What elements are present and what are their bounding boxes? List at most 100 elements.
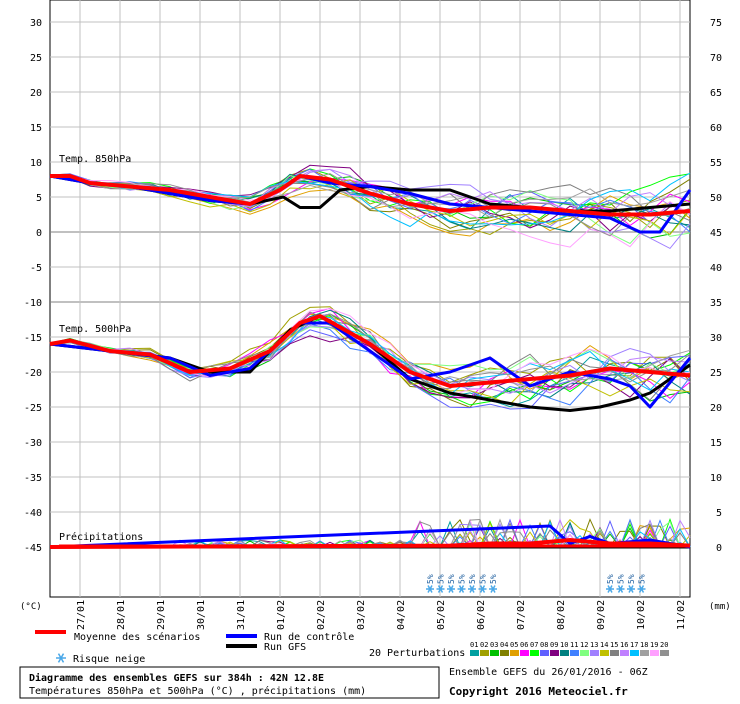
perturbation-swatch <box>600 650 609 656</box>
x-tick-label: 05/02 <box>436 600 447 630</box>
left-tick-label: 25 <box>30 53 42 64</box>
perturbation-number: 20 <box>660 641 668 649</box>
snow-risk-label: 5% <box>426 574 435 584</box>
perturbation-swatch <box>640 650 649 656</box>
right-tick-label: 0 <box>716 543 722 554</box>
perturbation-line <box>49 313 691 390</box>
right-tick-label: 45 <box>710 228 722 239</box>
left-tick-label: -25 <box>24 403 42 414</box>
x-tick-label: 11/02 <box>676 600 687 630</box>
perturbation-swatch <box>530 650 539 656</box>
perturbation-number: 04 <box>500 641 508 649</box>
perturbation-number: 03 <box>490 641 498 649</box>
right-tick-label: 60 <box>710 123 722 134</box>
x-tick-label: 04/02 <box>396 600 407 630</box>
series-t850-0 <box>50 174 691 217</box>
right-tick-label: 30 <box>710 333 722 344</box>
perturbation-swatch <box>570 650 579 656</box>
x-tick-label: 31/01 <box>236 600 247 630</box>
snow-risk-label: 5% <box>617 574 626 584</box>
right-tick-label: 25 <box>710 368 722 379</box>
series-t500-1 <box>49 321 692 409</box>
right-tick-label: 75 <box>710 18 722 29</box>
title-box <box>19 666 440 699</box>
left-tick-label: -45 <box>24 543 42 554</box>
perturbation-swatch <box>660 650 669 656</box>
perturbation-number: 10 <box>560 641 568 649</box>
perturbation-number: 12 <box>580 641 588 649</box>
perturbation-line <box>49 311 691 401</box>
legend-snow-label: Risque neige <box>73 654 145 665</box>
perturbation-number: 08 <box>540 641 548 649</box>
left-tick-label: -30 <box>24 438 42 449</box>
right-tick-label: 70 <box>710 53 722 64</box>
right-axis-unit: (mm) <box>709 602 731 612</box>
right-tick-label: 5 <box>716 508 722 519</box>
right-tick-label: 15 <box>710 438 722 449</box>
x-tick-label: 07/02 <box>516 600 527 630</box>
perturbation-swatch <box>500 650 509 656</box>
legend-control-label: Run de contrôle <box>264 631 354 643</box>
snow-risk-label: 5% <box>447 574 456 584</box>
perturbation-number: 13 <box>590 641 598 649</box>
left-tick-label: -40 <box>24 508 42 519</box>
perturbation-legend: 01 02 03 04 05 06 07 08 09 10 11 12 13 14 15 16 17 18 19 20 <box>470 641 669 656</box>
left-axis: 30 25 20 15 10 5 0 -5 -10 -15 -20 -25 -30 -35 -40 -45 <box>24 18 42 554</box>
copyright: Copyright 2016 Meteociel.fr <box>449 685 628 698</box>
perturbation-swatch <box>470 650 479 656</box>
perturbation-swatch <box>630 650 639 656</box>
perturbation-number: 11 <box>570 641 578 649</box>
perturbation-number: 15 <box>610 641 618 649</box>
perturbation-number: 17 <box>630 641 638 649</box>
right-tick-label: 50 <box>710 193 722 204</box>
x-tick-label: 03/02 <box>356 600 367 630</box>
perturbation-swatch <box>580 650 589 656</box>
left-tick-label: 5 <box>36 193 42 204</box>
series-precip-1 <box>49 524 691 549</box>
perturbation-number: 16 <box>620 641 628 649</box>
perturbation-swatch <box>510 650 519 656</box>
snowflake-icon <box>56 653 66 663</box>
perturbation-line <box>49 316 691 408</box>
perturbation-swatch <box>590 650 599 656</box>
right-tick-label: 65 <box>710 88 722 99</box>
perturbation-number: 01 <box>470 641 478 649</box>
snowflake-icon <box>616 585 625 593</box>
snowflake-icon <box>468 585 476 593</box>
right-tick-label: 55 <box>710 158 722 169</box>
series-t850-1 <box>49 174 692 234</box>
left-tick-label: -35 <box>24 473 42 484</box>
legend-perturbations-label: 20 Perturbations <box>369 648 465 659</box>
snowflake-icon <box>627 585 635 593</box>
ensemble-info: Ensemble GEFS du 26/01/2016 - 06Z <box>449 667 648 678</box>
perturbation-swatch <box>550 650 559 656</box>
x-tick-label: 28/01 <box>116 600 127 630</box>
snowflake-icon <box>489 585 497 593</box>
x-tick-label: 27/01 <box>76 600 87 630</box>
snow-risk-markers: 5% 5% 5% 5% 5% 5% 5% 5% 5% 5% 5% <box>426 574 647 593</box>
right-tick-label: 40 <box>710 263 722 274</box>
perturbation-swatch <box>650 650 659 656</box>
snow-risk-label: 5% <box>479 574 488 584</box>
grid <box>49 0 691 598</box>
left-tick-label: 15 <box>30 123 42 134</box>
snowflake-icon <box>606 585 614 593</box>
plot-frame <box>49 0 691 598</box>
perturbation-number: 19 <box>650 641 658 649</box>
x-tick-label: 30/01 <box>196 600 207 630</box>
perturbation-number: 18 <box>640 641 648 649</box>
label-precipitations: Précipitations <box>59 531 143 543</box>
perturbation-number: 02 <box>480 641 488 649</box>
perturbation-number: 14 <box>600 641 608 649</box>
series-t500-0 <box>49 314 691 388</box>
perturbation-swatch <box>620 650 629 656</box>
left-axis-unit: (°C) <box>20 602 42 612</box>
left-tick-label: 30 <box>30 18 42 29</box>
snow-risk-label: 5% <box>606 574 615 584</box>
perturbation-line <box>49 314 691 406</box>
left-tick-label: -5 <box>30 263 42 274</box>
left-tick-label: -20 <box>24 368 42 379</box>
series-t500-2 <box>49 314 691 412</box>
